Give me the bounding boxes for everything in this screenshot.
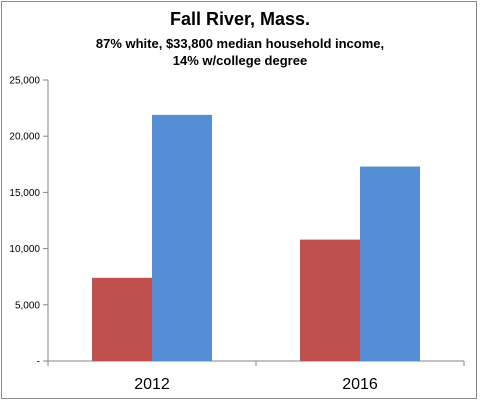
chart-subtitle-line-2: 14% w/college degree: [172, 53, 308, 68]
y-tick-label: 10,000: [9, 244, 40, 255]
bars: [92, 114, 420, 362]
x-tick-label: 2012: [134, 376, 170, 393]
bar-2012-series-2: [152, 114, 212, 362]
chart-subtitle-line-1: 87% white, $33,800 median household inco…: [95, 36, 385, 51]
tick-labels: - 5,000 10,000 15,000 20,000 25,000 2012 2016: [9, 76, 377, 394]
y-tick-label: -: [37, 357, 40, 368]
y-tick-label: 15,000: [9, 188, 40, 199]
bar-2016-series-1: [300, 239, 360, 361]
bar-2012-series-1: [92, 277, 152, 361]
x-tick-label: 2016: [342, 376, 378, 393]
y-tick-label: 25,000: [9, 76, 40, 87]
chart-title: Fall River, Mass.: [169, 9, 311, 29]
y-tick-label: 5,000: [15, 300, 40, 311]
bar-2016-series-2: [360, 166, 420, 361]
y-tick-label: 20,000: [9, 132, 40, 143]
